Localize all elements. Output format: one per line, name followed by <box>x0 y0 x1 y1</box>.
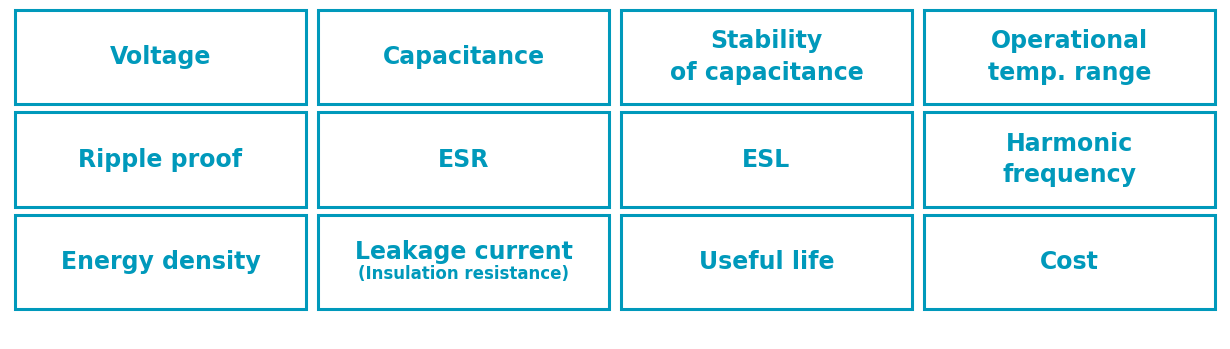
Bar <box>621 10 911 104</box>
Text: Capacitance: Capacitance <box>383 45 545 69</box>
Bar <box>319 112 609 207</box>
Bar <box>621 112 911 207</box>
Bar <box>15 215 306 309</box>
Bar <box>319 10 609 104</box>
Text: Ripple proof: Ripple proof <box>79 148 242 171</box>
Text: Operational
temp. range: Operational temp. range <box>988 29 1151 85</box>
Bar <box>15 10 306 104</box>
Text: Harmonic
frequency: Harmonic frequency <box>1002 132 1137 187</box>
Bar <box>621 215 911 309</box>
Text: Cost: Cost <box>1041 250 1098 274</box>
Text: ESL: ESL <box>743 148 791 171</box>
Text: Voltage: Voltage <box>109 45 212 69</box>
Text: Stability
of capacitance: Stability of capacitance <box>669 29 863 85</box>
Text: ESR: ESR <box>438 148 490 171</box>
Text: Leakage current: Leakage current <box>354 240 572 264</box>
Bar <box>15 112 306 207</box>
Bar <box>319 215 609 309</box>
Bar <box>924 112 1215 207</box>
Bar <box>924 10 1215 104</box>
Text: Energy density: Energy density <box>60 250 261 274</box>
Text: (Insulation resistance): (Insulation resistance) <box>358 265 569 283</box>
Bar <box>924 215 1215 309</box>
Text: Useful life: Useful life <box>699 250 834 274</box>
